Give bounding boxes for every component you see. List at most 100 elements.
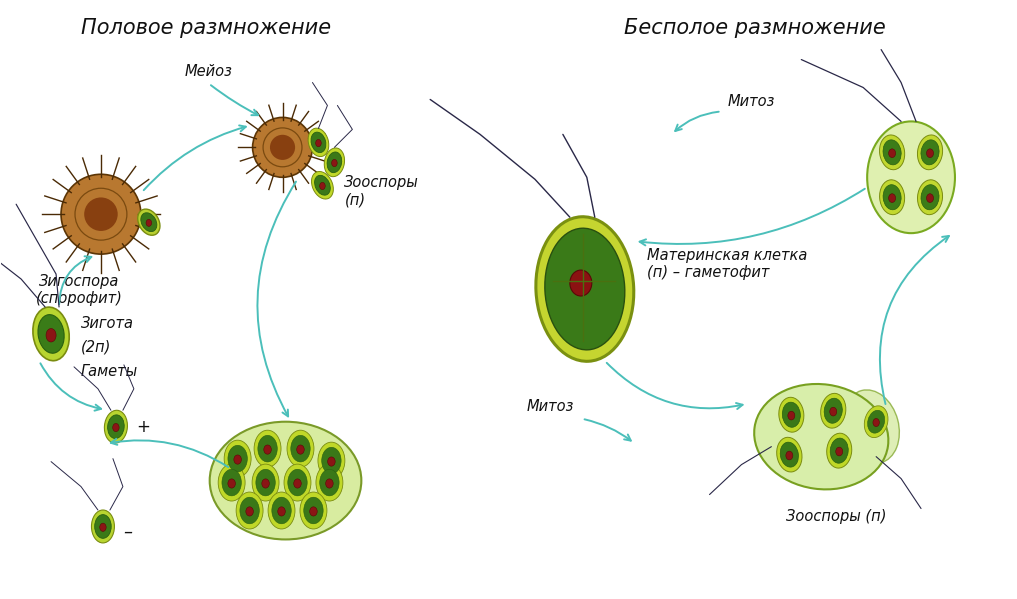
Ellipse shape [779, 397, 803, 432]
Ellipse shape [830, 407, 837, 416]
Ellipse shape [318, 442, 345, 479]
Ellipse shape [311, 132, 325, 153]
Ellipse shape [332, 159, 338, 167]
Circle shape [84, 198, 118, 231]
Text: Бесполое размножение: Бесполое размножение [623, 17, 886, 38]
Ellipse shape [314, 176, 331, 195]
Ellipse shape [325, 479, 334, 488]
Ellipse shape [836, 447, 843, 456]
Ellipse shape [108, 415, 124, 438]
Ellipse shape [278, 507, 286, 516]
Ellipse shape [545, 228, 624, 350]
Ellipse shape [261, 479, 270, 488]
Ellipse shape [222, 469, 241, 496]
Ellipse shape [310, 507, 317, 516]
Ellipse shape [224, 440, 251, 477]
Ellipse shape [821, 394, 846, 428]
Ellipse shape [843, 390, 899, 464]
Text: Митоз: Митоз [727, 94, 775, 109]
Ellipse shape [46, 328, 56, 342]
Text: Материнская клетка
(п) – гаметофит: Материнская клетка (п) – гаметофит [647, 248, 807, 280]
Text: Мейоз: Мейоз [185, 64, 233, 79]
Ellipse shape [926, 149, 934, 158]
Ellipse shape [889, 149, 896, 158]
Ellipse shape [140, 213, 157, 232]
Ellipse shape [228, 479, 235, 488]
Ellipse shape [868, 122, 955, 233]
Ellipse shape [95, 515, 111, 539]
Ellipse shape [294, 479, 301, 488]
Text: (2п): (2п) [81, 340, 112, 355]
Circle shape [252, 117, 312, 177]
Ellipse shape [780, 442, 798, 467]
Ellipse shape [827, 433, 852, 468]
Ellipse shape [297, 445, 304, 454]
Ellipse shape [777, 437, 802, 472]
Ellipse shape [788, 412, 795, 420]
Ellipse shape [38, 314, 64, 353]
Ellipse shape [284, 464, 311, 501]
Ellipse shape [824, 398, 842, 423]
Ellipse shape [219, 464, 245, 501]
Ellipse shape [300, 492, 326, 529]
Ellipse shape [146, 219, 152, 226]
Ellipse shape [921, 140, 939, 165]
Ellipse shape [327, 457, 336, 466]
Ellipse shape [868, 410, 885, 433]
Text: –: – [123, 522, 132, 540]
Ellipse shape [880, 180, 905, 214]
Ellipse shape [316, 464, 343, 501]
Ellipse shape [105, 410, 127, 443]
Ellipse shape [883, 184, 901, 210]
Ellipse shape [786, 451, 793, 460]
Ellipse shape [252, 464, 279, 501]
Ellipse shape [137, 209, 160, 235]
Text: Митоз: Митоз [526, 400, 574, 415]
Ellipse shape [92, 510, 115, 543]
Circle shape [270, 135, 295, 160]
Ellipse shape [291, 435, 310, 462]
Ellipse shape [755, 384, 889, 489]
Ellipse shape [272, 497, 291, 524]
Ellipse shape [234, 455, 241, 464]
Text: +: + [136, 418, 149, 435]
Ellipse shape [256, 469, 276, 496]
Ellipse shape [570, 270, 592, 296]
Ellipse shape [308, 128, 328, 156]
Ellipse shape [830, 438, 848, 463]
Ellipse shape [246, 507, 253, 516]
Ellipse shape [236, 492, 263, 529]
Ellipse shape [258, 435, 278, 462]
Text: Половое размножение: Половое размножение [80, 17, 331, 38]
Ellipse shape [319, 182, 325, 190]
Ellipse shape [864, 406, 888, 438]
Ellipse shape [921, 184, 939, 210]
Ellipse shape [100, 523, 106, 531]
Ellipse shape [321, 447, 341, 474]
Ellipse shape [917, 135, 943, 170]
Text: Зооспоры (п): Зооспоры (п) [786, 509, 887, 524]
Ellipse shape [873, 419, 880, 426]
Ellipse shape [268, 492, 295, 529]
Ellipse shape [33, 307, 69, 361]
Ellipse shape [324, 148, 345, 177]
Ellipse shape [263, 445, 272, 454]
Ellipse shape [917, 180, 943, 214]
Ellipse shape [889, 193, 896, 202]
Text: Зооспоры
(п): Зооспоры (п) [345, 176, 419, 208]
Ellipse shape [113, 423, 119, 432]
Ellipse shape [287, 430, 314, 467]
Ellipse shape [304, 497, 323, 524]
Ellipse shape [240, 497, 259, 524]
Ellipse shape [210, 422, 361, 540]
Ellipse shape [254, 430, 281, 467]
Ellipse shape [319, 469, 339, 496]
Ellipse shape [315, 140, 321, 147]
Ellipse shape [228, 445, 247, 472]
Ellipse shape [288, 469, 307, 496]
Text: Гаметы: Гаметы [81, 364, 138, 379]
Ellipse shape [327, 152, 342, 173]
Ellipse shape [536, 217, 634, 361]
Ellipse shape [880, 135, 905, 170]
Ellipse shape [782, 402, 800, 427]
